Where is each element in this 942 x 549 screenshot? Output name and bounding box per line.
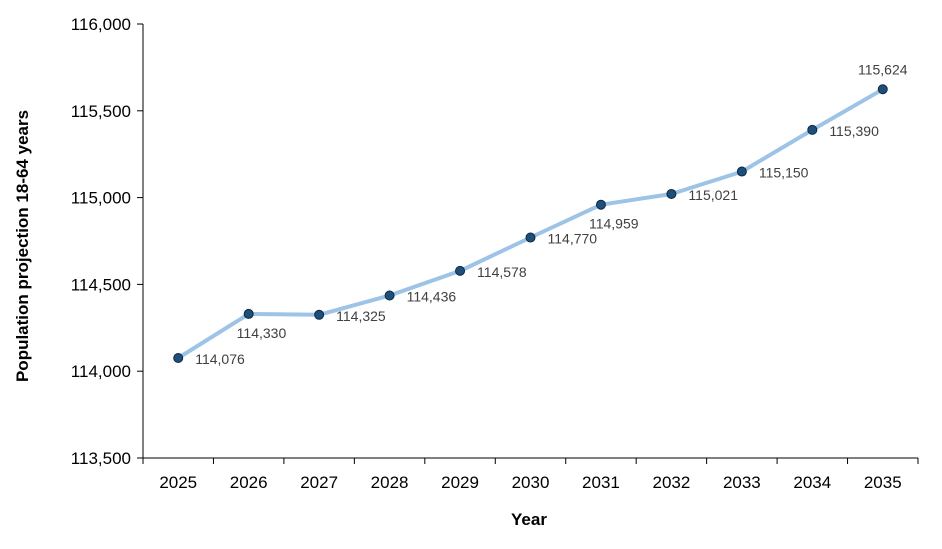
y-tick-label: 114,500: [71, 275, 131, 294]
y-tick-label: 115,500: [71, 102, 131, 121]
data-point: [314, 309, 325, 320]
data-point: [173, 353, 184, 364]
data-label: 114,076: [195, 351, 245, 367]
data-label: 114,959: [589, 216, 639, 232]
data-point: [666, 188, 677, 199]
y-tick-label: 113,500: [71, 449, 131, 468]
y-tick-label: 114,000: [71, 362, 131, 381]
y-tick-label: 115,000: [71, 189, 131, 208]
x-tick-label: 2030: [512, 473, 550, 492]
data-label: 114,578: [477, 264, 527, 280]
data-point: [455, 265, 466, 276]
data-point: [736, 166, 747, 177]
data-label: 114,770: [548, 231, 598, 247]
x-tick-label: 2025: [159, 473, 197, 492]
x-tick-label: 2035: [864, 473, 902, 492]
data-label: 115,390: [829, 123, 879, 139]
x-tick-label: 2031: [582, 473, 620, 492]
data-point: [595, 199, 606, 210]
data-label: 114,330: [237, 325, 287, 341]
x-axis-title: Year: [511, 510, 547, 529]
data-label: 114,436: [407, 289, 457, 305]
data-label: 115,624: [858, 61, 908, 77]
data-labels: 114,076 114,330 114,325 114,436 114,578 114,7…: [195, 61, 908, 367]
y-axis: 113,500 114,000 114,500 115,000 115,500 116,0…: [71, 15, 144, 468]
data-label: 115,021: [688, 187, 738, 203]
data-point: [243, 308, 254, 319]
data-point: [807, 124, 818, 135]
y-axis-title: Population projection 18-64 years: [13, 110, 32, 382]
x-tick-label: 2027: [300, 473, 338, 492]
x-axis: 2025 2026 2027 2028 2029 2030 2031 2032 2033 2034…: [142, 457, 919, 492]
series-population: [173, 84, 888, 364]
data-label: 115,150: [759, 165, 809, 181]
data-point: [877, 84, 888, 95]
x-tick-label: 2034: [793, 473, 831, 492]
data-label: 114,325: [336, 308, 386, 324]
x-tick-label: 2029: [441, 473, 479, 492]
x-tick-label: 2028: [371, 473, 409, 492]
y-tick-label: 116,000: [71, 15, 131, 34]
x-tick-label: 2033: [723, 473, 761, 492]
data-point: [525, 232, 536, 243]
x-tick-label: 2032: [652, 473, 690, 492]
x-tick-label: 2026: [230, 473, 268, 492]
series-line: [176, 87, 885, 360]
data-point: [384, 290, 395, 301]
